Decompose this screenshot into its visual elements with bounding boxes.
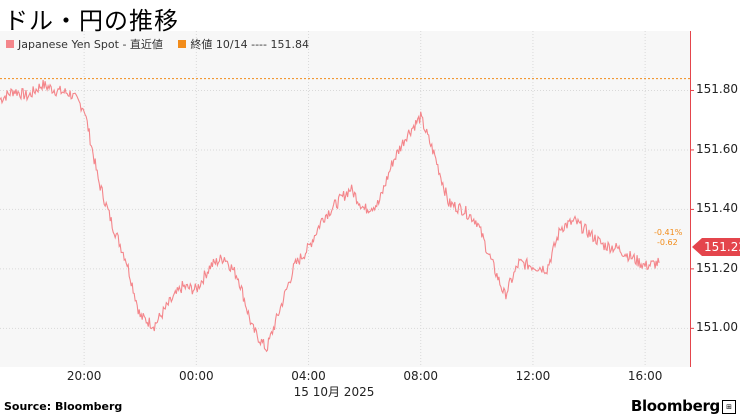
change-absolute: -0.62	[657, 238, 678, 247]
legend: Japanese Yen Spot - 直近値 終値 10/14 ---- 15…	[6, 36, 321, 52]
brand-icon: ⊞	[722, 400, 736, 414]
x-tick-label: 00:00	[179, 369, 214, 383]
y-tick-label: 151.20	[696, 260, 738, 275]
last-value-badge: 151.22	[692, 238, 740, 256]
chart-title: ドル・円の推移	[4, 7, 179, 35]
y-axis-line	[690, 31, 691, 367]
x-tick-label: 12:00	[515, 369, 551, 383]
y-tick-label: 151.60	[696, 141, 738, 156]
y-tick-label: 151.40	[696, 201, 738, 216]
legend-item-close: 終値 10/14 ---- 151.84	[178, 36, 309, 52]
x-tick-label: 20:00	[66, 369, 102, 383]
y-tick-label: 151.80	[696, 82, 738, 97]
x-tick-label: 04:00	[291, 369, 326, 383]
x-tick-label: 08:00	[403, 369, 439, 383]
legend-swatch-spot	[6, 40, 14, 48]
legend-label-close: 終値 10/14 ---- 151.84	[190, 38, 309, 51]
brand-logo: Bloomberg	[630, 397, 720, 415]
x-tick-label: 16:00	[627, 369, 663, 383]
legend-swatch-close	[178, 40, 187, 48]
source-label: Source: Bloomberg	[4, 400, 123, 413]
y-tick-label: 151.00	[696, 320, 738, 335]
legend-label-spot: Japanese Yen Spot - 直近値	[18, 38, 163, 51]
series-line-0	[0, 79, 660, 353]
change-percent: -0.41%	[654, 228, 683, 237]
legend-item-spot: Japanese Yen Spot - 直近値	[6, 36, 163, 52]
x-date-label: 15 10月 2025	[293, 385, 375, 399]
